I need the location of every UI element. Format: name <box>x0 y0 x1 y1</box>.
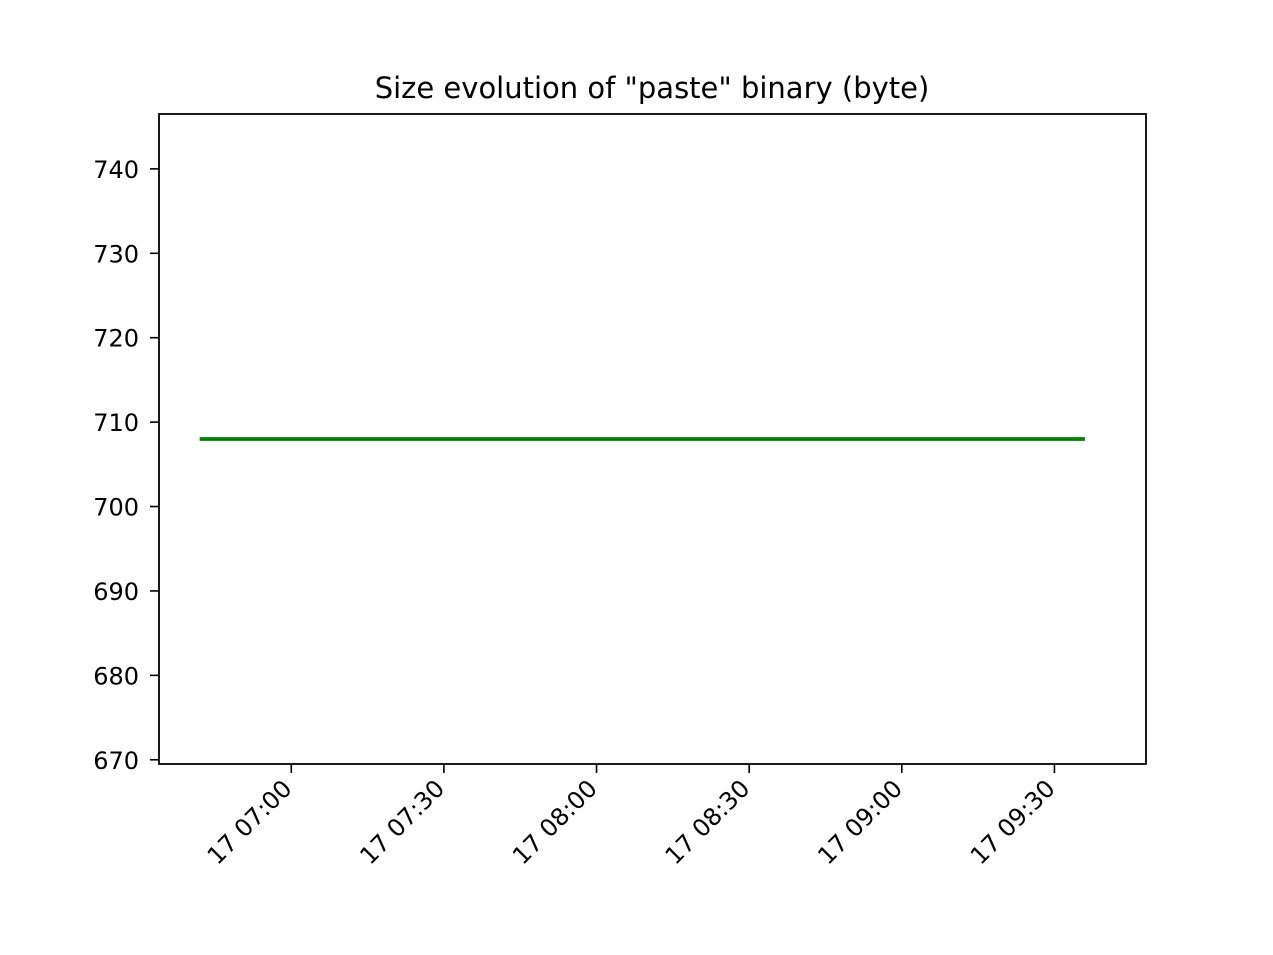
chart-title: Size evolution of "paste" binary (byte) <box>375 71 930 105</box>
x-tick-label-1: 17 07:30 <box>354 774 450 870</box>
y-tick-label-710: 710 <box>93 409 139 437</box>
x-tick-label-0: 17 07:00 <box>202 774 298 870</box>
y-tick-label-680: 680 <box>93 662 139 690</box>
y-tick-label-740: 740 <box>93 156 139 184</box>
y-tick-label-720: 720 <box>93 325 139 353</box>
y-tick-label-670: 670 <box>93 747 139 775</box>
x-tick-label-2: 17 08:00 <box>507 774 603 870</box>
x-tick-label-4: 17 09:00 <box>812 774 908 870</box>
y-axis: 670 680 690 700 710 720 730 740 <box>93 156 159 775</box>
y-tick-label-700: 700 <box>93 494 139 522</box>
x-tick-label-3: 17 08:30 <box>660 774 756 870</box>
x-axis: 17 07:00 17 07:30 17 08:00 17 08:30 17 09:00… <box>202 764 1061 870</box>
y-tick-label-690: 690 <box>93 578 139 606</box>
x-tick-label-5: 17 09:30 <box>965 774 1061 870</box>
y-tick-label-730: 730 <box>93 240 139 268</box>
